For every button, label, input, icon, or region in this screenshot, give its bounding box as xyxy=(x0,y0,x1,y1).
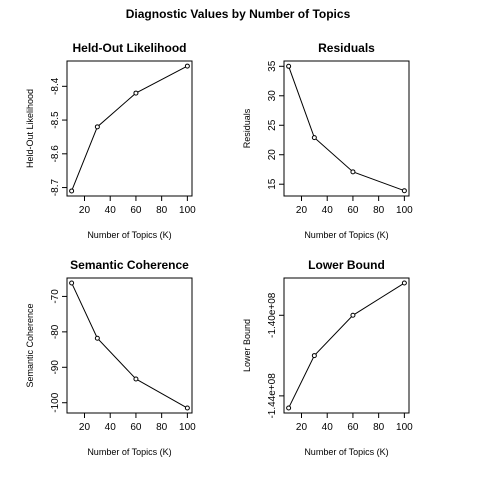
plot-frame xyxy=(66,277,193,414)
x-tick-label: 40 xyxy=(322,205,334,216)
data-point xyxy=(69,280,75,286)
panel-title: Residuals xyxy=(318,41,375,55)
x-tick-label: 60 xyxy=(347,205,359,216)
plot-frame xyxy=(283,60,410,197)
data-point xyxy=(133,376,139,382)
panel-grid: Held-Out Likelihood 20 40 60 80 100 -8.7 -8.6 -8… xyxy=(25,41,413,457)
panel-title: Semantic Coherence xyxy=(70,258,189,272)
data-point xyxy=(69,188,75,194)
data-point xyxy=(133,90,139,96)
data-point xyxy=(184,405,190,411)
x-axis-label: Number of Topics (K) xyxy=(87,447,171,457)
y-tick-label: 35 xyxy=(267,60,278,72)
y-tick-label: -1.44e+08 xyxy=(267,373,278,419)
data-point xyxy=(94,335,100,341)
data-point xyxy=(311,135,317,141)
y-tick-label: -100 xyxy=(50,392,61,412)
x-tick-label: 80 xyxy=(156,422,168,433)
plot-frame xyxy=(283,277,410,414)
x-tick-label: 80 xyxy=(373,205,385,216)
series-line xyxy=(71,65,188,192)
x-tick-label: 20 xyxy=(79,205,91,216)
y-tick-label: -8.5 xyxy=(50,111,61,129)
x-axis-label: Number of Topics (K) xyxy=(87,230,171,240)
x-tick-label: 40 xyxy=(322,422,334,433)
panel-1: Held-Out Likelihood 20 40 60 80 100 -8.7 -8.6 -8… xyxy=(25,41,196,240)
y-tick-label: -90 xyxy=(50,360,61,375)
x-tick-label: 100 xyxy=(396,422,413,433)
x-tick-label: 20 xyxy=(79,422,91,433)
panel-4: Lower Bound 20 40 60 80 100 -1.44e+08 -1.40e+08… xyxy=(242,258,413,457)
data-point xyxy=(286,405,292,411)
y-tick-label: 15 xyxy=(267,178,278,190)
series-line xyxy=(71,282,188,409)
x-tick-label: 20 xyxy=(296,422,308,433)
panel-title: Held-Out Likelihood xyxy=(73,41,187,55)
y-axis-label: Lower Bound xyxy=(242,319,252,372)
x-tick-label: 100 xyxy=(179,422,196,433)
x-tick-label: 60 xyxy=(130,205,142,216)
y-tick-label: -80 xyxy=(50,324,61,339)
x-tick-label: 100 xyxy=(179,205,196,216)
y-tick-label: 20 xyxy=(267,149,278,161)
y-tick-label: -8.6 xyxy=(50,145,61,163)
x-tick-label: 40 xyxy=(105,422,117,433)
plot-frame xyxy=(66,60,193,197)
series-line xyxy=(288,66,405,192)
data-point xyxy=(401,188,407,194)
series-line xyxy=(288,282,405,409)
y-axis-label: Residuals xyxy=(242,108,252,148)
x-tick-label: 60 xyxy=(130,422,142,433)
data-point xyxy=(184,63,190,69)
panel-2: Residuals 20 40 60 80 100 15 20 25 30 35 Number of … xyxy=(242,41,413,240)
data-point xyxy=(350,312,356,318)
x-tick-label: 80 xyxy=(373,422,385,433)
y-tick-label: -1.40e+08 xyxy=(267,292,278,338)
x-axis-label: Number of Topics (K) xyxy=(304,230,388,240)
x-tick-label: 40 xyxy=(105,205,117,216)
panel-title: Lower Bound xyxy=(308,258,385,272)
x-tick-label: 60 xyxy=(347,422,359,433)
panel-3: Semantic Coherence 20 40 60 80 100 -100 -90 -80 -… xyxy=(25,258,196,457)
y-tick-label: -70 xyxy=(50,289,61,304)
y-axis-label: Semantic Coherence xyxy=(25,303,35,387)
data-point xyxy=(311,353,317,359)
x-tick-label: 100 xyxy=(396,205,413,216)
y-tick-label: 25 xyxy=(267,119,278,131)
figure-title: Diagnostic Values by Number of Topics xyxy=(126,7,351,21)
data-point xyxy=(94,124,100,130)
data-point xyxy=(286,63,292,69)
x-axis-label: Number of Topics (K) xyxy=(304,447,388,457)
data-point xyxy=(401,280,407,286)
data-point xyxy=(350,169,356,175)
x-tick-label: 20 xyxy=(296,205,308,216)
x-tick-label: 80 xyxy=(156,205,168,216)
y-tick-label: 30 xyxy=(267,90,278,102)
y-tick-label: -8.7 xyxy=(50,179,61,197)
y-tick-label: -8.4 xyxy=(50,77,61,95)
y-axis-label: Held-Out Likelihood xyxy=(25,89,35,168)
